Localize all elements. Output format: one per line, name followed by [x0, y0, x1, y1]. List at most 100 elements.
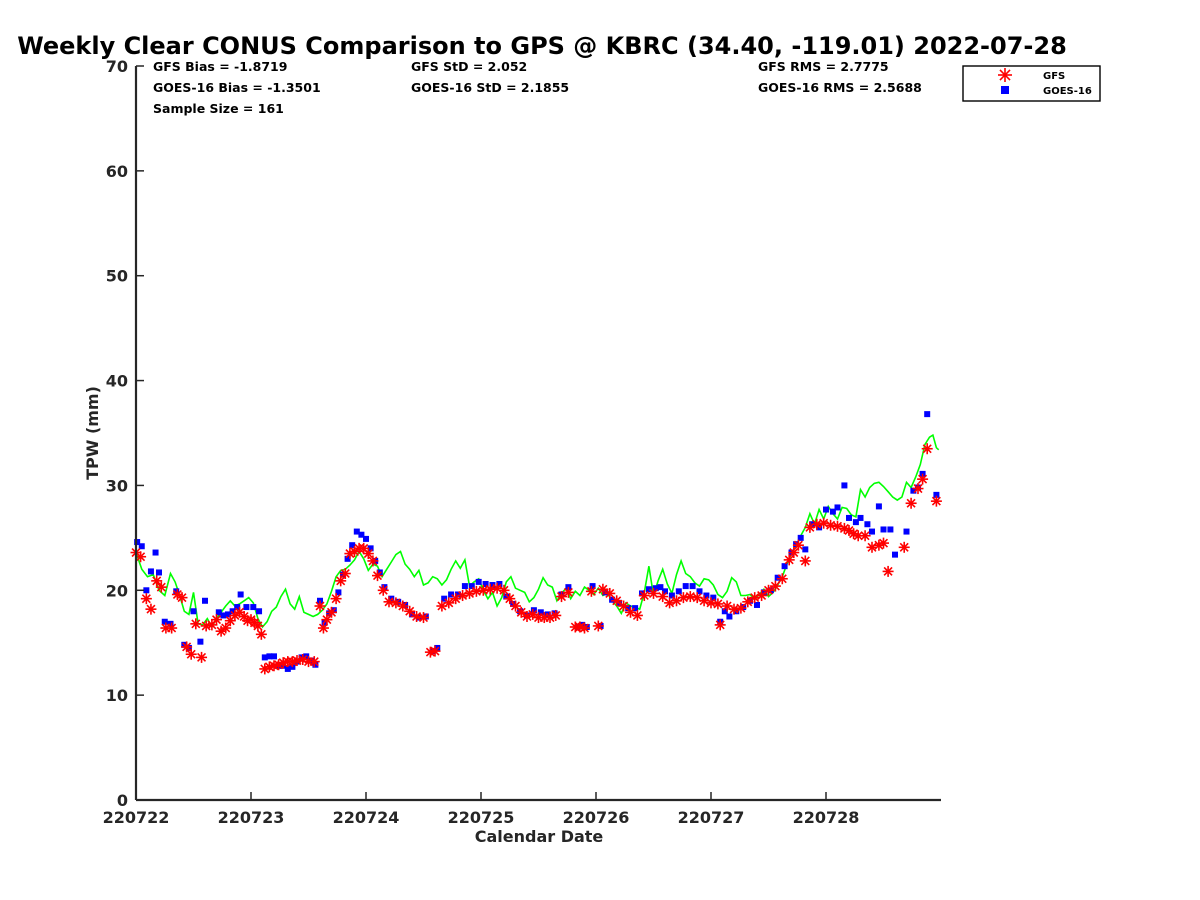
goes-16-point — [537, 609, 544, 616]
goes-16-point — [689, 583, 696, 590]
goes-16-point — [422, 613, 429, 620]
gfs-point — [335, 575, 347, 587]
gfs-point — [151, 575, 163, 587]
goes-16-point — [632, 605, 639, 612]
gfs-point — [921, 443, 933, 455]
goes-16-point — [475, 578, 482, 585]
goes-16-point — [530, 607, 537, 614]
gfs-point — [811, 518, 823, 530]
goes-16-point — [215, 609, 222, 616]
gfs-point — [677, 592, 689, 604]
gfs-point — [882, 565, 894, 577]
stat-goes-std: GOES-16 StD = 2.1855 — [411, 80, 569, 95]
gfs-point — [196, 651, 208, 663]
goes-16-point — [892, 551, 898, 558]
goes-16-point — [349, 542, 356, 549]
goes-16-point — [864, 521, 871, 528]
goes-16-point — [152, 549, 159, 556]
goes-16-point — [363, 535, 369, 542]
y-axis-ticks: 0 10 20 30 40 50 60 70 — [106, 57, 144, 810]
goes-16-point — [441, 595, 448, 602]
goes-16-point — [461, 583, 468, 590]
goes-16-point — [793, 541, 800, 548]
goes-16-point — [857, 514, 864, 521]
gfs-point — [825, 519, 837, 531]
gfs-point — [411, 611, 423, 622]
stat-gfs-std: GFS StD = 2.052 — [411, 59, 527, 74]
goes-16-point — [167, 620, 174, 627]
x-tick-label: 220728 — [793, 808, 860, 827]
goes-16-point — [312, 661, 319, 668]
gfs-point — [905, 497, 917, 509]
gfs-point — [211, 614, 222, 626]
goes-16-point — [823, 506, 829, 513]
goes-16-point — [220, 612, 227, 619]
legend-box — [962, 65, 1101, 102]
goes-16-point — [468, 583, 475, 590]
goes-16-point — [754, 601, 760, 608]
goes-16-point — [185, 644, 192, 651]
gfs-point — [349, 545, 360, 557]
goes-16-point — [774, 574, 781, 581]
gfs-point — [684, 591, 696, 603]
goes-16-point — [846, 514, 852, 521]
gfs-point — [792, 539, 804, 551]
gfs-point — [597, 583, 609, 595]
goes-16-point — [903, 528, 910, 535]
goes-16-point — [261, 654, 268, 661]
goes-16-point — [682, 583, 689, 590]
gfs-point — [339, 568, 351, 580]
stat-gfs-bias: GFS Bias = -1.8719 — [153, 59, 287, 74]
gfs-point — [515, 606, 527, 618]
chart-title: Weekly Clear CONUS Comparison to GPS @ K… — [17, 32, 1067, 60]
gfs-point — [878, 537, 889, 549]
gfs-point — [397, 600, 409, 612]
plot-frame — [136, 66, 941, 800]
gfs-point — [648, 587, 659, 599]
legend-gfs-marker — [998, 68, 1012, 82]
gfs-point — [308, 656, 320, 668]
x-tick-label: 220724 — [333, 808, 400, 827]
gfs-point — [776, 573, 788, 585]
goes-16-point — [340, 571, 346, 578]
goes-16-point — [234, 604, 241, 611]
goes-16-point — [703, 592, 710, 599]
asterisk-icon — [998, 68, 1012, 82]
gfs-point — [783, 554, 795, 566]
goes-16-point — [662, 588, 668, 595]
gfs-point — [140, 593, 152, 605]
stat-gfs-rms: GFS RMS = 2.7775 — [758, 59, 889, 74]
gfs-point — [592, 620, 604, 632]
gfs-point — [898, 541, 910, 553]
goes-16-point — [503, 593, 510, 600]
gfs-point — [404, 605, 416, 617]
goes-16-point — [156, 569, 162, 576]
gfs-point — [769, 580, 781, 592]
y-tick-label: 50 — [106, 267, 128, 286]
y-tick-label: 10 — [106, 686, 128, 705]
gfs-point — [190, 618, 202, 630]
goes-16-point — [740, 604, 747, 611]
gfs-point — [728, 603, 740, 615]
goes-16-point — [271, 653, 277, 660]
y-tick-label: 30 — [106, 476, 128, 495]
goes-16-point — [229, 608, 236, 615]
legend-goes-label: GOES-16 — [1043, 86, 1092, 97]
gfs-point — [220, 622, 232, 634]
gfs-point — [611, 595, 623, 607]
gfs-point — [498, 584, 510, 596]
goes-16-point — [353, 528, 360, 535]
goes-16-point — [589, 583, 596, 590]
gfs-point — [477, 584, 489, 596]
gfs-point — [562, 586, 574, 598]
goes-16-point — [797, 534, 804, 541]
x-tick-label: 220727 — [678, 808, 745, 827]
gfs-point — [185, 648, 197, 660]
goes-16-point — [933, 491, 940, 498]
goes-16-point — [173, 588, 180, 595]
gfs-point — [181, 641, 193, 653]
goes-16-point — [161, 618, 168, 625]
gfs-point — [377, 584, 389, 596]
gfs-point — [330, 593, 342, 605]
